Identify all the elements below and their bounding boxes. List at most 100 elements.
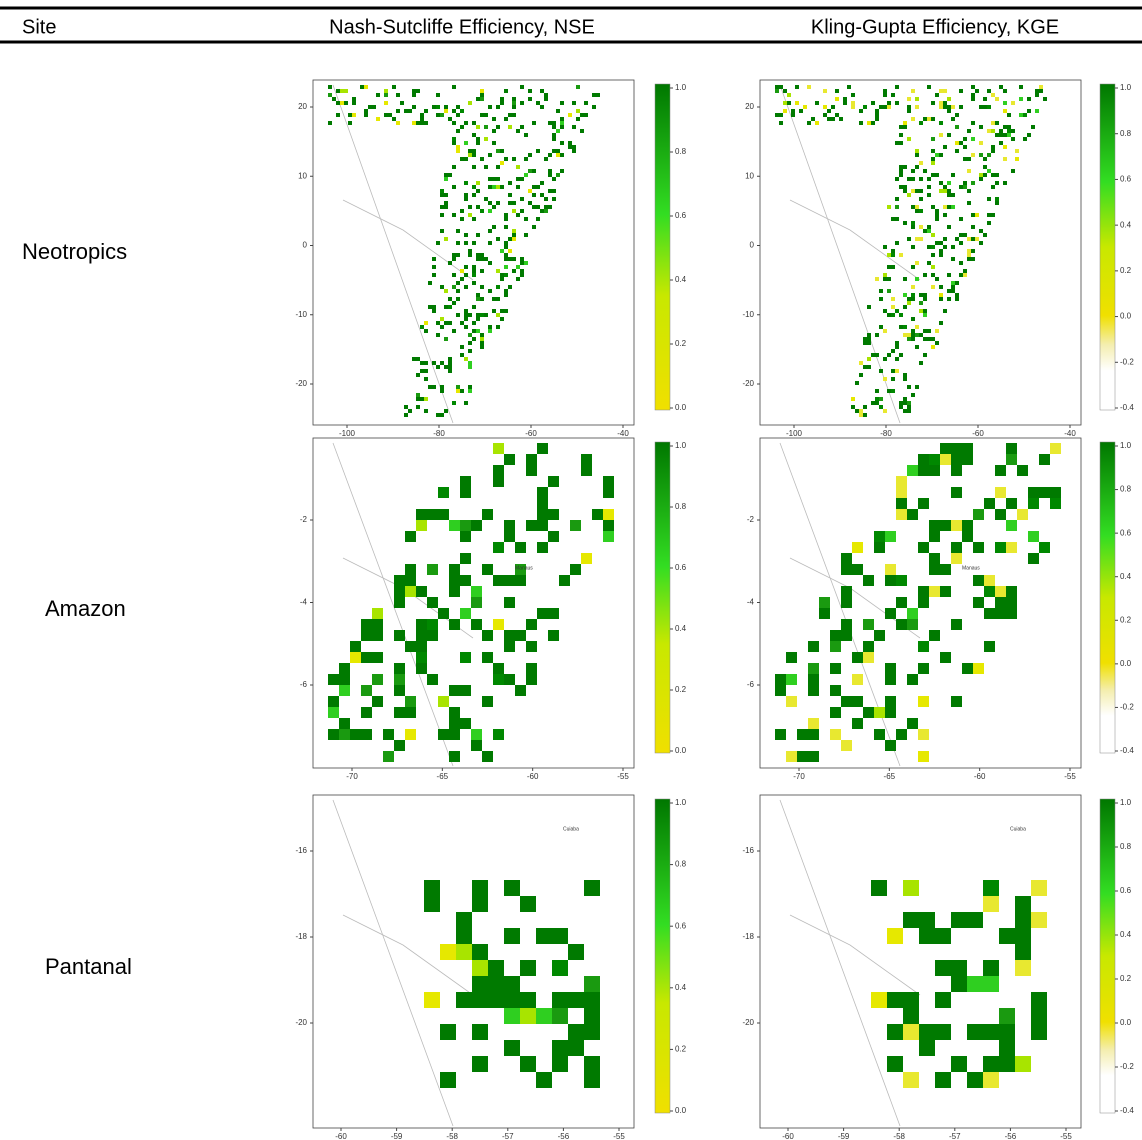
map-cell	[808, 641, 819, 652]
map-cell	[440, 1024, 456, 1040]
map-cell	[885, 663, 896, 674]
map-cell	[807, 85, 811, 89]
colorbar	[655, 442, 670, 753]
map-cell	[528, 89, 532, 93]
map-cell	[891, 389, 895, 393]
map-cell	[903, 992, 919, 1008]
page: {"table": { "header": ["Site", "Nash-Sut…	[0, 0, 1142, 1140]
map-cell	[995, 487, 1006, 498]
map-cell	[851, 397, 855, 401]
map-cell	[383, 751, 394, 762]
map-cell	[492, 185, 496, 189]
map-cell	[863, 405, 867, 409]
map-cell	[432, 273, 436, 277]
x-tick-label: -57	[502, 1132, 514, 1140]
map-cell	[918, 729, 929, 740]
map-cell	[995, 465, 1006, 476]
map-cell	[424, 896, 440, 912]
map-cell	[947, 193, 951, 197]
map-cell	[903, 880, 919, 896]
map-cell	[456, 289, 460, 293]
map-cell	[907, 137, 911, 141]
map-cell	[416, 393, 420, 397]
map-cell	[984, 608, 995, 619]
map-cell	[786, 674, 797, 685]
map-cell	[468, 333, 472, 337]
map-cell	[852, 718, 863, 729]
colorbar-tick-label: 0.2	[1120, 266, 1132, 275]
map-cell	[887, 265, 891, 269]
map-cell	[879, 297, 883, 301]
map-cell	[472, 185, 476, 189]
map-cell	[903, 125, 907, 129]
map-cell	[500, 249, 504, 253]
x-tick-label: -80	[880, 429, 892, 438]
map-cell	[931, 345, 935, 349]
map-cell	[871, 880, 887, 896]
map-cell	[863, 641, 874, 652]
map-cell	[460, 520, 471, 531]
map-cell	[885, 531, 896, 542]
map-cell	[552, 137, 556, 141]
map-cell	[951, 205, 955, 209]
map-cell	[488, 960, 504, 976]
map-cell	[504, 880, 520, 896]
map-cell	[995, 542, 1006, 553]
map-cell	[918, 454, 929, 465]
map-cell	[973, 575, 984, 586]
colorbar-tick-label: 0.2	[1120, 615, 1132, 624]
map-cell	[348, 113, 352, 117]
map-cell	[460, 345, 464, 349]
map-cell	[931, 117, 935, 121]
map-cell	[1028, 553, 1039, 564]
map-cell	[918, 586, 929, 597]
map-cell	[931, 205, 935, 209]
map-cell	[939, 253, 943, 257]
map-cell	[436, 93, 440, 97]
map-cell	[500, 185, 504, 189]
map-cell	[987, 213, 991, 217]
map-cell	[971, 225, 975, 229]
map-cell	[929, 520, 940, 531]
map-cell	[532, 205, 536, 209]
map-cell	[452, 213, 456, 217]
map-cell	[903, 373, 907, 377]
map-cell	[799, 109, 803, 113]
map-cell	[951, 542, 962, 553]
map-cell	[528, 169, 532, 173]
map-cell	[405, 696, 416, 707]
map-cell	[940, 564, 951, 575]
map-cell	[871, 992, 887, 1008]
map-cell	[875, 389, 879, 393]
map-cell	[808, 663, 819, 674]
colorbar-tick-label: -0.4	[1120, 746, 1134, 755]
map-cell	[895, 357, 899, 361]
map-cell	[775, 674, 786, 685]
map-cell	[472, 241, 476, 245]
map-cell	[520, 1008, 536, 1024]
map-cell	[1007, 113, 1011, 117]
map-cell	[449, 685, 460, 696]
map-cell	[560, 117, 564, 121]
map-cell	[488, 289, 492, 293]
map-cell	[907, 509, 918, 520]
map-cell	[808, 729, 819, 740]
map-cell	[476, 125, 480, 129]
map-cell	[951, 281, 955, 285]
map-cell	[1028, 531, 1039, 542]
x-tick-label: -55	[613, 1132, 625, 1140]
map-cell	[859, 373, 863, 377]
map-cell	[444, 177, 448, 181]
map-cell	[468, 385, 472, 389]
map-cell	[548, 169, 552, 173]
map-cell	[855, 409, 859, 413]
x-tick-label: -60	[525, 429, 537, 438]
map-cell	[943, 237, 947, 241]
map-cell	[962, 520, 973, 531]
map-cell	[887, 1056, 903, 1072]
map-cell	[456, 297, 460, 301]
map-cell	[452, 165, 456, 169]
x-tick-label: -70	[346, 772, 358, 781]
map-cell	[496, 269, 500, 273]
map-cell	[984, 641, 995, 652]
